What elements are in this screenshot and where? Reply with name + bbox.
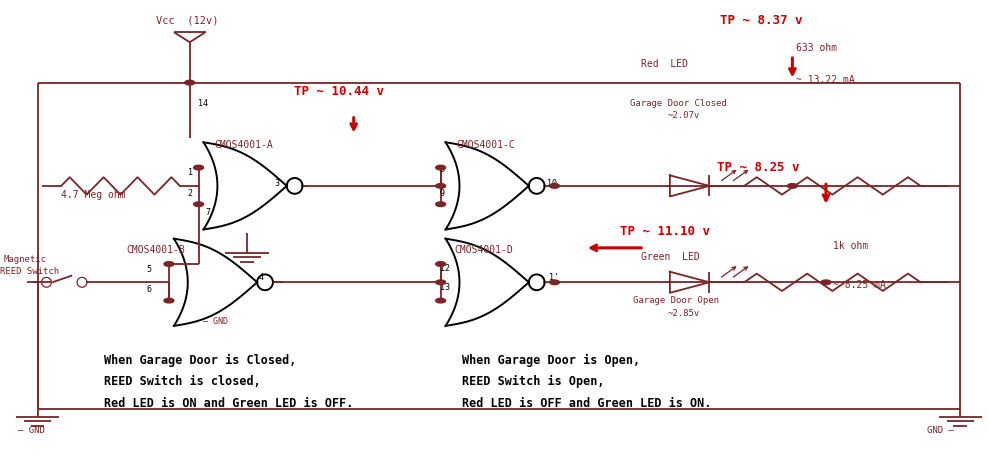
Text: When Garage Door is Closed,: When Garage Door is Closed,: [104, 354, 296, 367]
Text: CMOS4001-D: CMOS4001-D: [454, 245, 513, 255]
Text: 10: 10: [547, 179, 557, 188]
Circle shape: [436, 202, 446, 207]
Text: 633 ohm: 633 ohm: [796, 43, 838, 53]
Text: ~2.85v: ~2.85v: [668, 308, 700, 318]
Text: 9: 9: [440, 189, 445, 198]
Text: 2: 2: [188, 189, 193, 198]
Text: REED Switch: REED Switch: [0, 267, 59, 276]
Circle shape: [436, 262, 446, 266]
Circle shape: [194, 165, 204, 170]
Text: 8: 8: [440, 165, 445, 174]
Circle shape: [436, 184, 446, 188]
Text: — GND: — GND: [18, 426, 44, 435]
Text: 1: 1: [188, 168, 193, 177]
Text: CMOS4001-A: CMOS4001-A: [214, 140, 273, 150]
Text: 3: 3: [275, 179, 280, 188]
Text: REED Switch is Open,: REED Switch is Open,: [462, 375, 605, 388]
Circle shape: [164, 298, 174, 303]
Text: 1k ohm: 1k ohm: [833, 241, 868, 251]
Circle shape: [436, 280, 446, 285]
Text: TP ~ 8.25 v: TP ~ 8.25 v: [717, 161, 800, 174]
Text: Magnetic: Magnetic: [4, 255, 47, 264]
Text: 1': 1': [549, 273, 559, 282]
Text: TP ~ 11.10 v: TP ~ 11.10 v: [620, 225, 710, 238]
Text: Garage Door Closed: Garage Door Closed: [630, 99, 727, 108]
Text: Garage Door Open: Garage Door Open: [633, 296, 719, 305]
Text: — GND: — GND: [203, 317, 227, 326]
Circle shape: [787, 184, 797, 188]
Text: 12: 12: [440, 264, 450, 273]
Text: 7: 7: [206, 207, 210, 217]
Circle shape: [549, 280, 559, 285]
Circle shape: [185, 80, 195, 85]
Text: 6: 6: [146, 285, 151, 294]
Text: TP ~ 10.44 v: TP ~ 10.44 v: [294, 85, 384, 98]
Text: 13: 13: [440, 283, 450, 292]
Text: 14: 14: [198, 99, 207, 108]
Text: When Garage Door is Open,: When Garage Door is Open,: [462, 354, 640, 367]
Text: ~2.07v: ~2.07v: [668, 111, 700, 120]
Circle shape: [194, 202, 204, 207]
Text: 5: 5: [146, 265, 151, 274]
Circle shape: [164, 262, 174, 266]
Text: Green  LED: Green LED: [641, 252, 700, 262]
Text: REED Switch is closed,: REED Switch is closed,: [104, 375, 261, 388]
Text: GND —: GND —: [927, 426, 953, 435]
Text: CMOS4001-C: CMOS4001-C: [456, 140, 515, 150]
Text: ~ 13.22 mA: ~ 13.22 mA: [796, 75, 855, 85]
Text: CMOS4001-B: CMOS4001-B: [126, 245, 185, 255]
Text: Red LED is OFF and Green LED is ON.: Red LED is OFF and Green LED is ON.: [462, 397, 711, 409]
Text: 4: 4: [259, 273, 264, 282]
Text: Vcc  (12v): Vcc (12v): [156, 16, 218, 26]
Text: Red LED is ON and Green LED is OFF.: Red LED is ON and Green LED is OFF.: [104, 397, 353, 409]
Text: TP ~ 8.37 v: TP ~ 8.37 v: [720, 14, 803, 27]
Text: ~ 8.25 mA: ~ 8.25 mA: [833, 280, 886, 290]
Circle shape: [549, 184, 559, 188]
Circle shape: [436, 298, 446, 303]
Text: Red  LED: Red LED: [641, 59, 689, 69]
Circle shape: [821, 280, 831, 285]
Circle shape: [436, 165, 446, 170]
Text: 4.7 Meg ohm: 4.7 Meg ohm: [61, 190, 125, 200]
